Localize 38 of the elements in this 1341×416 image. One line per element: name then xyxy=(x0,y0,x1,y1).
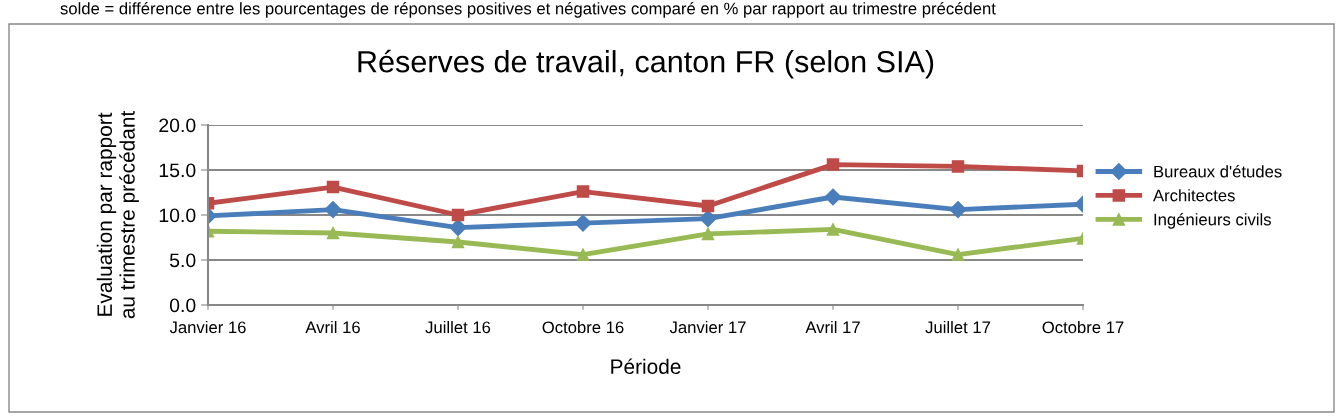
point xyxy=(326,226,340,240)
x-tick-label: Avril 17 xyxy=(805,320,860,334)
point xyxy=(951,248,965,261)
legend-label: Architectes xyxy=(1153,189,1235,202)
x-tick-label: Juillet 16 xyxy=(425,320,491,334)
point xyxy=(326,180,340,194)
point xyxy=(324,201,342,219)
legend-label: Ingénieurs civils xyxy=(1154,213,1271,229)
y-tick-label: 20.0 xyxy=(159,118,196,133)
x-tick-label: Octobre 16 xyxy=(542,320,624,334)
point xyxy=(576,248,590,261)
y-tick-label: 5.0 xyxy=(169,253,196,268)
point xyxy=(449,219,467,237)
x-tick-label: Octobre 17 xyxy=(1042,320,1124,334)
x-tick-label: Janvier 16 xyxy=(169,320,246,334)
point xyxy=(701,227,715,241)
y-axis-title: Evaluation par rapport au trimestre précédant xyxy=(96,110,139,319)
point xyxy=(826,223,840,236)
point xyxy=(826,158,840,171)
point xyxy=(451,235,465,249)
legend-label: Bureaux d'études xyxy=(1154,165,1282,178)
point xyxy=(824,188,842,206)
y-tick-label: 15.0 xyxy=(159,163,196,178)
point xyxy=(451,208,465,222)
text: solde = différence entre les pourcentages de réponses positives et négatives comparé en % par rapport au trimestre précédent xyxy=(60,2,996,18)
point xyxy=(576,185,590,198)
point xyxy=(699,210,717,228)
point xyxy=(949,201,967,219)
point xyxy=(701,199,715,213)
chart-title: Réserves de travail, canton FR (selon SIA) xyxy=(358,49,934,79)
point xyxy=(951,160,965,173)
x-tick-label: Janvier 17 xyxy=(669,320,746,334)
y-tick-label: 10.0 xyxy=(159,208,196,223)
x-tick-label: Juillet 17 xyxy=(925,320,991,334)
x-axis-title: Période xyxy=(611,358,681,375)
y-tick-label: 0.0 xyxy=(169,298,196,313)
point xyxy=(574,214,592,232)
x-tick-label: Avril 16 xyxy=(305,320,360,334)
